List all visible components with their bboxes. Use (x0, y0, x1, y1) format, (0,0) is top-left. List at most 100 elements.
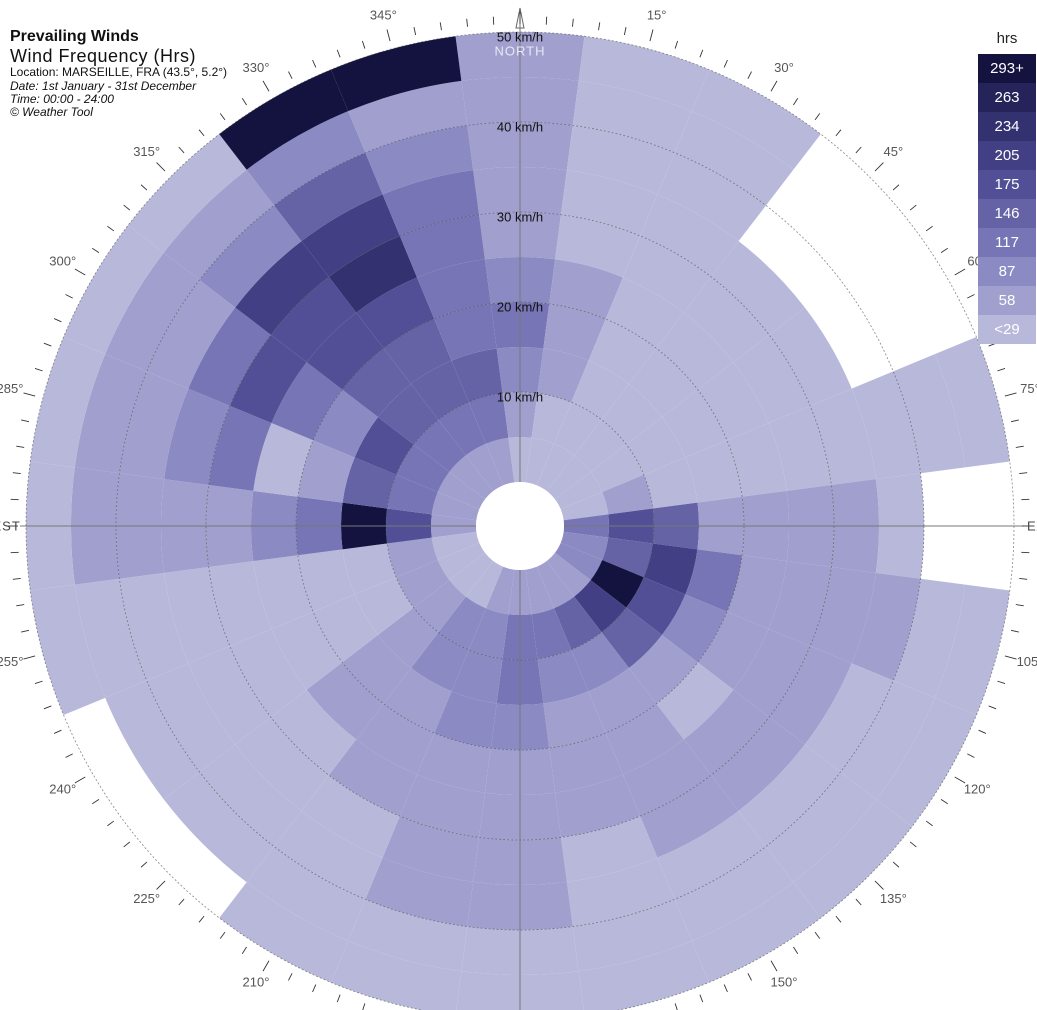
wind-sector (356, 277, 435, 349)
compass-tick (312, 984, 317, 993)
wind-sector (572, 899, 692, 972)
wind-sector (451, 348, 503, 403)
wind-sector (555, 214, 641, 278)
frequency-sectors (25, 31, 1010, 1010)
wind-sector (560, 170, 658, 236)
compass-tick (16, 445, 25, 448)
wind-sector (199, 205, 302, 308)
compass-tick (92, 799, 100, 805)
compass-tick (909, 204, 917, 211)
compass-tick (967, 294, 975, 299)
compass-tick (747, 71, 752, 79)
compass-tick (954, 776, 966, 784)
wind-sector (417, 259, 491, 320)
legend-item: 58 (978, 286, 1036, 315)
cardinal-label-north: NORTH (495, 43, 546, 58)
legend-item: 117 (978, 228, 1036, 257)
wind-sector (383, 668, 452, 733)
wind-sector (537, 649, 589, 704)
direction-label: 120° (964, 781, 991, 796)
wind-sector (119, 572, 189, 681)
wind-sector (219, 69, 349, 170)
location-label: Location: MARSEILLE, FRA (43.5°, 5.2°) (10, 65, 228, 80)
wind-sector (188, 646, 271, 745)
compass-tick (674, 40, 679, 49)
wind-sector (934, 336, 1010, 468)
compass-tick (997, 367, 1006, 372)
wind-sector (219, 882, 349, 983)
compass-tick (336, 994, 341, 1003)
wind-sector (537, 348, 589, 403)
wind-sector (163, 169, 275, 281)
wind-sector (697, 362, 769, 441)
compass-tick (413, 27, 417, 36)
wind-sector (572, 80, 692, 153)
wind-sector (399, 214, 485, 278)
wind-sector (536, 560, 575, 609)
wind-sector (274, 810, 383, 900)
compass-tick (835, 915, 842, 923)
compass-tick (288, 973, 293, 981)
wind-sector (354, 577, 414, 635)
compass-tick (12, 578, 21, 580)
wind-sector (574, 419, 627, 472)
ring-label: 50 km/h (497, 29, 543, 44)
wind-sector (525, 566, 555, 615)
wind-sector (387, 537, 438, 578)
time-label: Time: 00:00 - 24:00 (10, 91, 114, 106)
wind-sector (656, 662, 734, 740)
wind-sector (306, 312, 384, 390)
direction-label: 225° (133, 891, 160, 906)
wind-sector (417, 732, 491, 793)
compass-tick (940, 247, 948, 253)
wind-sector (485, 566, 515, 615)
wind-sector (768, 405, 832, 491)
wind-sector (768, 561, 832, 647)
wind-sector (342, 348, 412, 418)
wind-sector (431, 491, 480, 521)
wind-sector (657, 152, 766, 242)
compass-tick (1004, 392, 1017, 397)
cardinal-label-west: WEST (0, 518, 21, 533)
wind-sector (578, 36, 710, 112)
wind-sector (485, 437, 515, 486)
compass-tick (65, 294, 73, 299)
wind-sector (566, 125, 675, 195)
wind-sector (377, 383, 439, 445)
wind-sector (382, 170, 480, 236)
compass-tick (793, 946, 799, 954)
wind-sector (622, 235, 712, 313)
wind-sector (876, 697, 977, 827)
wind-sector (208, 561, 272, 647)
wind-sector (235, 717, 329, 811)
direction-label: 300° (49, 253, 76, 268)
wind-sector (554, 542, 603, 581)
wind-sector (566, 857, 675, 927)
wind-sector (571, 360, 629, 420)
wind-sector (697, 611, 769, 690)
compass-tick (23, 392, 36, 397)
compass-tick (1015, 445, 1024, 448)
compass-tick (53, 318, 62, 323)
date-label: Date: 1st January - 31st December (10, 78, 197, 93)
wind-sector (531, 393, 572, 444)
compass-tick (874, 162, 884, 172)
wind-sector (449, 552, 494, 597)
wind-sector (411, 360, 469, 420)
wind-sector (164, 566, 230, 664)
compass-tick (1004, 655, 1017, 660)
wind-sector (628, 348, 698, 418)
compass-tick (123, 204, 131, 211)
wind-sector (382, 816, 480, 882)
color-legend: hrs 293+ 263 234 205 175 146 117 87 58 <… (978, 30, 1036, 344)
wind-sector (105, 680, 200, 800)
wind-sector (399, 774, 485, 838)
compass-tick (23, 655, 36, 660)
wind-sector (560, 491, 609, 521)
wind-sector (396, 560, 450, 608)
compass-tick (65, 753, 73, 758)
wind-sector (674, 111, 794, 206)
wind-sector (726, 423, 787, 497)
wind-sector (656, 312, 734, 390)
direction-label: 150° (771, 975, 798, 990)
